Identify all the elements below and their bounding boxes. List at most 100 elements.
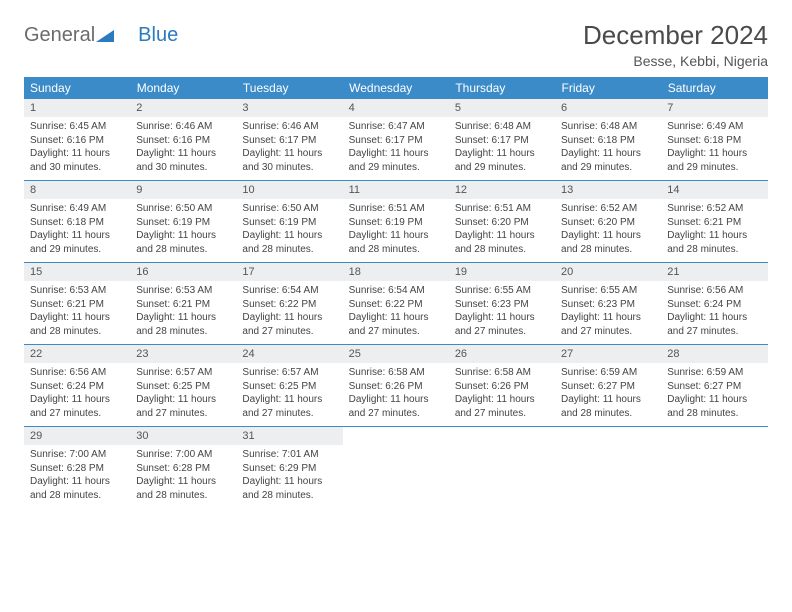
day-details: Sunrise: 7:00 AMSunset: 6:28 PMDaylight:… [24,445,130,508]
day-number: 11 [343,181,449,199]
daylight-text-2: and 27 minutes. [136,407,230,421]
daylight-text-1: Daylight: 11 hours [136,147,230,161]
weekday-header: Thursday [449,77,555,99]
sunrise-text: Sunrise: 6:53 AM [136,284,230,298]
day-number: 9 [130,181,236,199]
calendar-day-cell: 9Sunrise: 6:50 AMSunset: 6:19 PMDaylight… [130,181,236,263]
day-number: 10 [236,181,342,199]
daylight-text-1: Daylight: 11 hours [455,229,549,243]
sunset-text: Sunset: 6:18 PM [561,134,655,148]
day-details: Sunrise: 6:56 AMSunset: 6:24 PMDaylight:… [24,363,130,426]
sunset-text: Sunset: 6:21 PM [30,298,124,312]
calendar-day-cell: 16Sunrise: 6:53 AMSunset: 6:21 PMDayligh… [130,263,236,345]
day-details: Sunrise: 6:55 AMSunset: 6:23 PMDaylight:… [449,281,555,344]
daylight-text-1: Daylight: 11 hours [667,393,761,407]
sunset-text: Sunset: 6:23 PM [455,298,549,312]
calendar-day-cell: 6Sunrise: 6:48 AMSunset: 6:18 PMDaylight… [555,99,661,181]
sunset-text: Sunset: 6:19 PM [136,216,230,230]
calendar-day-cell: 30Sunrise: 7:00 AMSunset: 6:28 PMDayligh… [130,427,236,509]
sunset-text: Sunset: 6:21 PM [136,298,230,312]
daylight-text-1: Daylight: 11 hours [136,475,230,489]
sunset-text: Sunset: 6:20 PM [455,216,549,230]
daylight-text-1: Daylight: 11 hours [667,229,761,243]
daylight-text-1: Daylight: 11 hours [667,147,761,161]
day-details: Sunrise: 6:55 AMSunset: 6:23 PMDaylight:… [555,281,661,344]
daylight-text-1: Daylight: 11 hours [242,475,336,489]
daylight-text-1: Daylight: 11 hours [242,311,336,325]
day-number: 19 [449,263,555,281]
calendar-week-row: 8Sunrise: 6:49 AMSunset: 6:18 PMDaylight… [24,181,768,263]
daylight-text-1: Daylight: 11 hours [455,147,549,161]
daylight-text-2: and 28 minutes. [561,407,655,421]
sunset-text: Sunset: 6:18 PM [30,216,124,230]
calendar-day-cell: 20Sunrise: 6:55 AMSunset: 6:23 PMDayligh… [555,263,661,345]
day-number: 28 [661,345,767,363]
day-number: 5 [449,99,555,117]
day-details: Sunrise: 6:51 AMSunset: 6:20 PMDaylight:… [449,199,555,262]
sunset-text: Sunset: 6:19 PM [349,216,443,230]
sunrise-text: Sunrise: 6:50 AM [242,202,336,216]
day-number: 14 [661,181,767,199]
daylight-text-1: Daylight: 11 hours [136,229,230,243]
day-number: 1 [24,99,130,117]
sunset-text: Sunset: 6:26 PM [455,380,549,394]
day-details: Sunrise: 7:00 AMSunset: 6:28 PMDaylight:… [130,445,236,508]
day-details: Sunrise: 6:48 AMSunset: 6:18 PMDaylight:… [555,117,661,180]
daylight-text-2: and 29 minutes. [349,161,443,175]
daylight-text-2: and 28 minutes. [242,243,336,257]
calendar-week-row: 29Sunrise: 7:00 AMSunset: 6:28 PMDayligh… [24,427,768,509]
daylight-text-1: Daylight: 11 hours [242,147,336,161]
sunrise-text: Sunrise: 6:46 AM [136,120,230,134]
calendar-day-cell: 10Sunrise: 6:50 AMSunset: 6:19 PMDayligh… [236,181,342,263]
calendar-week-row: 1Sunrise: 6:45 AMSunset: 6:16 PMDaylight… [24,99,768,181]
calendar-day-cell: 12Sunrise: 6:51 AMSunset: 6:20 PMDayligh… [449,181,555,263]
sunrise-text: Sunrise: 7:01 AM [242,448,336,462]
day-number: 6 [555,99,661,117]
day-number: 21 [661,263,767,281]
calendar-day-cell: 24Sunrise: 6:57 AMSunset: 6:25 PMDayligh… [236,345,342,427]
day-number: 30 [130,427,236,445]
daylight-text-2: and 29 minutes. [30,243,124,257]
daylight-text-2: and 27 minutes. [349,325,443,339]
daylight-text-1: Daylight: 11 hours [136,393,230,407]
day-number: 16 [130,263,236,281]
sunrise-text: Sunrise: 6:47 AM [349,120,443,134]
day-details: Sunrise: 6:58 AMSunset: 6:26 PMDaylight:… [343,363,449,426]
sunset-text: Sunset: 6:29 PM [242,462,336,476]
daylight-text-1: Daylight: 11 hours [349,311,443,325]
calendar-day-cell: .. [661,427,767,509]
sunrise-text: Sunrise: 6:51 AM [349,202,443,216]
daylight-text-1: Daylight: 11 hours [30,311,124,325]
daylight-text-2: and 28 minutes. [242,489,336,503]
daylight-text-2: and 28 minutes. [455,243,549,257]
daylight-text-2: and 27 minutes. [242,325,336,339]
daylight-text-1: Daylight: 11 hours [455,311,549,325]
logo-triangle-icon [96,25,114,48]
daylight-text-2: and 28 minutes. [667,407,761,421]
sunset-text: Sunset: 6:27 PM [667,380,761,394]
day-details: Sunrise: 6:45 AMSunset: 6:16 PMDaylight:… [24,117,130,180]
calendar-day-cell: 4Sunrise: 6:47 AMSunset: 6:17 PMDaylight… [343,99,449,181]
calendar-day-cell: 7Sunrise: 6:49 AMSunset: 6:18 PMDaylight… [661,99,767,181]
calendar-day-cell: 23Sunrise: 6:57 AMSunset: 6:25 PMDayligh… [130,345,236,427]
daylight-text-2: and 29 minutes. [455,161,549,175]
sunset-text: Sunset: 6:28 PM [30,462,124,476]
day-details: Sunrise: 6:54 AMSunset: 6:22 PMDaylight:… [343,281,449,344]
header: General Blue December 2024 Besse, Kebbi,… [24,20,768,69]
sunrise-text: Sunrise: 6:49 AM [667,120,761,134]
sunset-text: Sunset: 6:20 PM [561,216,655,230]
calendar-day-cell: 27Sunrise: 6:59 AMSunset: 6:27 PMDayligh… [555,345,661,427]
sunrise-text: Sunrise: 6:58 AM [455,366,549,380]
daylight-text-2: and 27 minutes. [30,407,124,421]
day-details: Sunrise: 6:56 AMSunset: 6:24 PMDaylight:… [661,281,767,344]
calendar-week-row: 15Sunrise: 6:53 AMSunset: 6:21 PMDayligh… [24,263,768,345]
calendar-table: Sunday Monday Tuesday Wednesday Thursday… [24,77,768,508]
calendar-day-cell: 17Sunrise: 6:54 AMSunset: 6:22 PMDayligh… [236,263,342,345]
daylight-text-1: Daylight: 11 hours [30,475,124,489]
sunset-text: Sunset: 6:27 PM [561,380,655,394]
sunset-text: Sunset: 6:17 PM [349,134,443,148]
day-details: Sunrise: 6:47 AMSunset: 6:17 PMDaylight:… [343,117,449,180]
sunset-text: Sunset: 6:22 PM [349,298,443,312]
daylight-text-2: and 27 minutes. [667,325,761,339]
weekday-header-row: Sunday Monday Tuesday Wednesday Thursday… [24,77,768,99]
